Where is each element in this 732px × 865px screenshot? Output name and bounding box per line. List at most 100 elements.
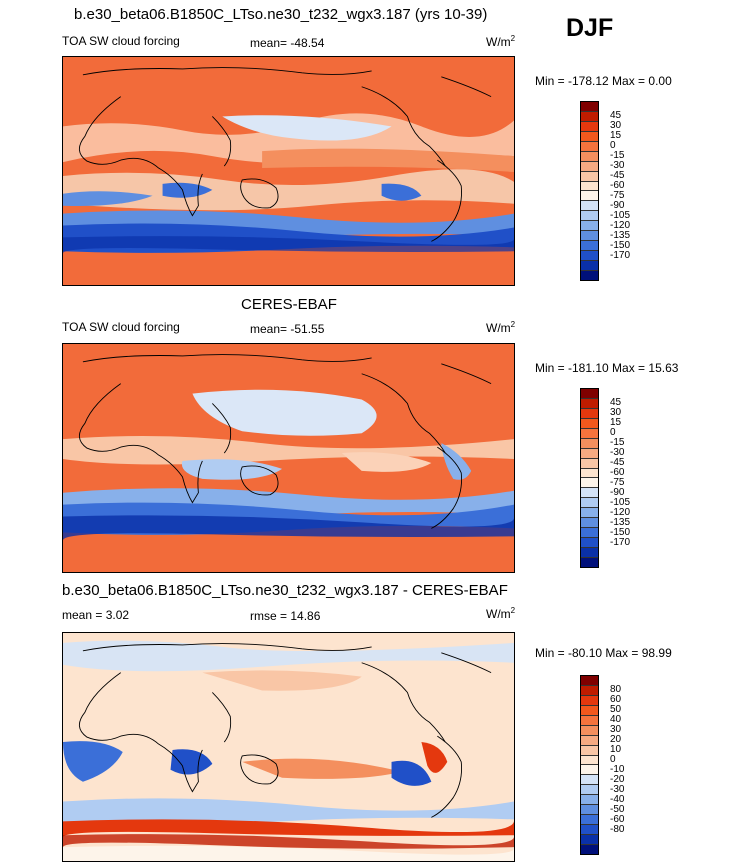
panel-model-mean-label: mean= -48.54 [250, 36, 325, 50]
colorbar-tick-label: -105 [610, 497, 631, 508]
panel-model-minmax: Min = -178.12 Max = 0.00 [535, 74, 672, 88]
colorbar-segment [581, 557, 598, 567]
colorbar-tick-label: 15 [610, 417, 622, 428]
colorbar-segment [581, 111, 598, 122]
colorbar-tick-label: -170 [610, 250, 631, 261]
colorbar-segment [581, 676, 598, 686]
colorbar-segment [581, 528, 598, 539]
panel-model-units: W/m2 [486, 34, 516, 49]
panel-diff-map [62, 632, 515, 862]
colorbar-segment [581, 121, 598, 132]
colorbar-tick-label: -15 [610, 150, 625, 161]
colorbar-tick-label: -120 [610, 507, 631, 518]
panel-model-map [62, 56, 515, 286]
colorbar-segment [581, 428, 598, 439]
colorbar-segment [581, 270, 598, 280]
panel-obs-minmax: Min = -181.10 Max = 15.63 [535, 361, 679, 375]
panel-obs-title: CERES-EBAF [241, 296, 337, 313]
colorbar-segment [581, 102, 598, 112]
colorbar-tick-label: 10 [610, 744, 622, 755]
colorbar-tick-label: 30 [610, 120, 622, 131]
colorbar-segment [581, 438, 598, 449]
panel-obs-mean-label: mean= -51.55 [250, 322, 325, 336]
colorbar-segment [581, 715, 598, 726]
colorbar-segment [581, 458, 598, 469]
colorbar-segment [581, 448, 598, 459]
colorbar-tick-label: 15 [610, 130, 622, 141]
colorbar-segment [581, 389, 598, 399]
colorbar-tick-label: -150 [610, 527, 631, 538]
panel-diff-rmse-label: rmse = 14.86 [250, 609, 321, 623]
colorbar-segment [581, 548, 598, 558]
colorbar-segment [581, 755, 598, 766]
colorbar-segment [581, 181, 598, 192]
colorbar-tick-label: 50 [610, 704, 622, 715]
colorbar-segment [581, 418, 598, 429]
colorbar-tick-label: -20 [610, 774, 625, 785]
colorbar-tick-label: -50 [610, 804, 625, 815]
colorbar-tick-label: 0 [610, 140, 616, 151]
panel-obs-units: W/m2 [486, 320, 516, 335]
colorbar-tick-label: -120 [610, 220, 631, 231]
colorbar-tick-label: 0 [610, 754, 616, 765]
colorbar-tick-label: -75 [610, 477, 625, 488]
colorbar-segment [581, 201, 598, 212]
season-label: DJF [566, 14, 614, 42]
colorbar-tick-label: -45 [610, 457, 625, 468]
panel-diff-colorbar [580, 675, 599, 855]
panel-diff-units: W/m2 [486, 606, 516, 621]
panel-diff-title: b.e30_beta06.B1850C_LTso.ne30_t232_wgx3.… [62, 582, 508, 599]
colorbar-tick-label: 60 [610, 694, 622, 705]
colorbar-tick-label: -105 [610, 210, 631, 221]
colorbar-segment [581, 241, 598, 252]
panel-model-colorbar [580, 101, 599, 281]
colorbar-segment [581, 795, 598, 806]
colorbar-tick-label: -60 [610, 467, 625, 478]
colorbar-segment [581, 685, 598, 696]
colorbar-segment [581, 765, 598, 776]
colorbar-tick-label: -10 [610, 764, 625, 775]
colorbar-tick-label: -30 [610, 784, 625, 795]
colorbar-segment [581, 468, 598, 479]
colorbar-segment [581, 835, 598, 845]
colorbar-segment [581, 478, 598, 489]
colorbar-segment [581, 508, 598, 519]
colorbar-tick-label: -90 [610, 487, 625, 498]
colorbar-segment [581, 231, 598, 242]
panel-diff-minmax: Min = -80.10 Max = 98.99 [535, 646, 672, 660]
colorbar-segment [581, 131, 598, 142]
colorbar-segment [581, 261, 598, 271]
colorbar-segment [581, 705, 598, 716]
colorbar-tick-label: -30 [610, 447, 625, 458]
colorbar-tick-label: 80 [610, 684, 622, 695]
colorbar-tick-label: 20 [610, 734, 622, 745]
panel-obs-colorbar [580, 388, 599, 568]
colorbar-tick-label: 45 [610, 397, 622, 408]
colorbar-segment [581, 695, 598, 706]
colorbar-tick-label: -135 [610, 517, 631, 528]
colorbar-segment [581, 221, 598, 232]
colorbar-tick-label: 45 [610, 110, 622, 121]
colorbar-tick-label: -60 [610, 180, 625, 191]
colorbar-tick-label: 40 [610, 714, 622, 725]
colorbar-segment [581, 805, 598, 816]
colorbar-segment [581, 844, 598, 854]
colorbar-segment [581, 211, 598, 222]
colorbar-tick-label: -15 [610, 437, 625, 448]
panel-obs-variable-label: TOA SW cloud forcing [62, 320, 180, 334]
colorbar-tick-label: -170 [610, 537, 631, 548]
colorbar-segment [581, 171, 598, 182]
colorbar-tick-label: -40 [610, 794, 625, 805]
colorbar-tick-label: 0 [610, 427, 616, 438]
colorbar-tick-label: -80 [610, 824, 625, 835]
panel-model-variable-label: TOA SW cloud forcing [62, 34, 180, 48]
colorbar-tick-label: -60 [610, 814, 625, 825]
figure-title: b.e30_beta06.B1850C_LTso.ne30_t232_wgx3.… [74, 6, 488, 23]
colorbar-tick-label: 30 [610, 407, 622, 418]
colorbar-tick-label: -150 [610, 240, 631, 251]
colorbar-tick-label: -45 [610, 170, 625, 181]
colorbar-segment [581, 518, 598, 529]
colorbar-segment [581, 785, 598, 796]
colorbar-segment [581, 398, 598, 409]
colorbar-tick-label: -75 [610, 190, 625, 201]
